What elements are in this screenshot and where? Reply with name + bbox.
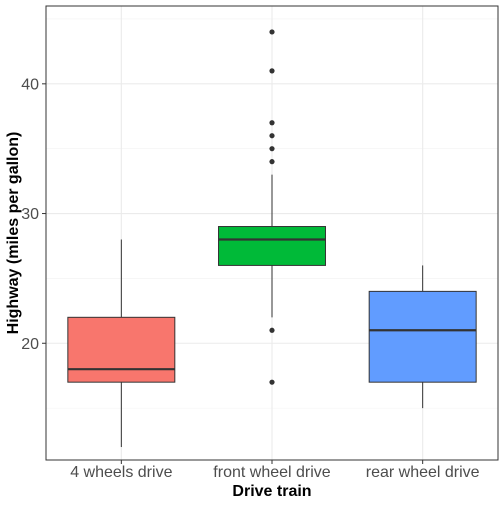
box-iqr <box>368 290 477 383</box>
box-iqr <box>67 316 176 383</box>
box-iqr <box>218 226 326 266</box>
y-tick-label: 20 <box>21 336 39 353</box>
outlier-point <box>269 29 275 35</box>
y-tick-label: 40 <box>21 76 39 93</box>
x-axis-title: Drive train <box>232 483 311 500</box>
x-tick-label: 4 wheels drive <box>70 464 172 481</box>
x-tick-label: rear wheel drive <box>366 464 480 481</box>
outlier-point <box>269 379 275 385</box>
outlier-point <box>269 120 275 126</box>
x-tick-label: front wheel drive <box>213 464 330 481</box>
axis-layer: 20 30 40 4 wheels drive front wheel drive rea… <box>21 76 479 481</box>
y-tick-label: 30 <box>21 206 39 223</box>
outlier-point <box>269 159 275 165</box>
box-layer <box>67 29 477 448</box>
outlier-point <box>269 327 275 333</box>
outlier-point <box>269 146 275 152</box>
y-axis-title: Highway (miles per gallon) <box>5 132 22 335</box>
outlier-point <box>269 68 275 74</box>
outlier-point <box>269 133 275 139</box>
